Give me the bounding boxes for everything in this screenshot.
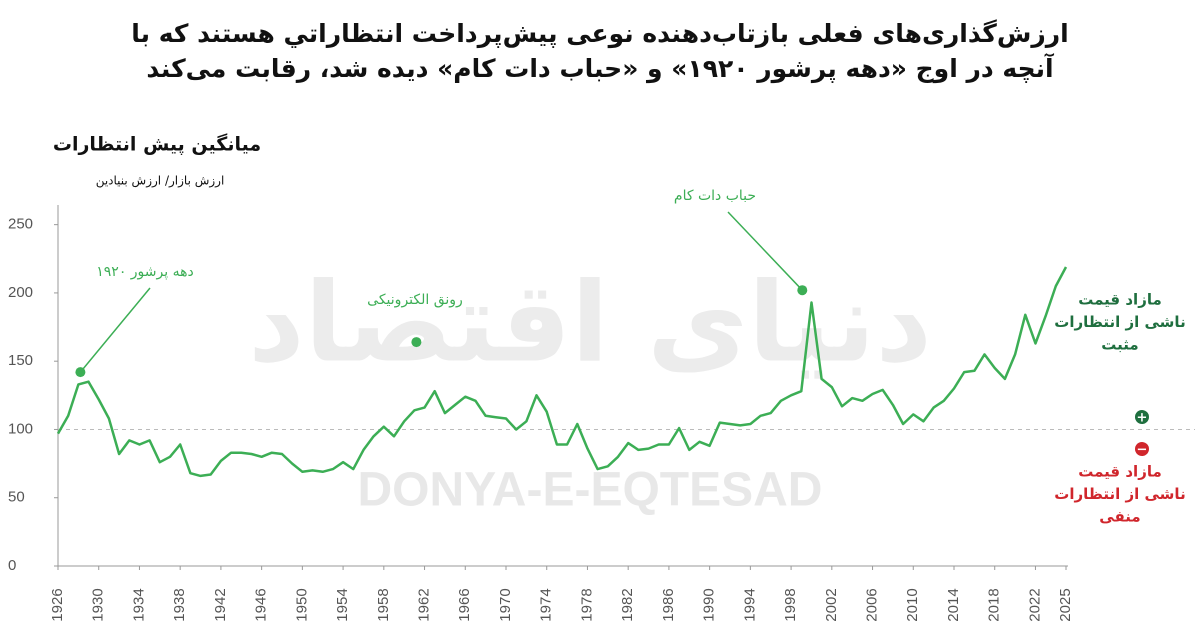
legend-symbol-bg [1135,410,1149,424]
x-tick-label: 1982 [619,588,636,621]
x-tick-label: 1926 [49,588,66,621]
x-tick-label: 1974 [538,588,555,621]
chart-title: آنچه در اوج «دهه پرشور ۱۹۲۰» و «حباب دات… [146,53,1055,84]
y-axis-label: ارزش بازار/ ارزش بنیادین [96,174,225,189]
x-tick-label: 2014 [945,588,962,621]
x-tick-label: 2010 [904,588,921,621]
x-tick-label: 1986 [660,588,677,621]
x-tick-label: 1950 [293,588,310,621]
watermark: DONYA-E-EQTESAD [358,464,823,517]
data-line [56,266,1068,478]
x-tick-label: 1942 [212,588,229,621]
x-tick-label: 1978 [578,588,595,621]
annotation-label: دهه پرشور ۱۹۲۰ [96,264,193,280]
x-tick-label: 1962 [416,588,433,621]
x-tick-label: 1966 [456,588,473,621]
annotation-label: حباب دات کام [674,188,756,204]
x-tick-label: 1994 [741,588,758,621]
annotation-dot [411,337,422,348]
x-tick-label: 1946 [253,588,270,621]
y-tick-label: 100 [8,420,33,437]
x-tick-label: 2002 [823,588,840,621]
legend-label: مثبت [1101,336,1138,354]
x-tick-label: 1934 [130,588,147,621]
watermark: دنیای اقتصاد [248,258,932,386]
annotation-leader [727,211,803,291]
annotation-leader [79,287,151,373]
x-tick-label: 1958 [375,588,392,621]
annotation-dot [75,367,86,378]
legend-symbol: − [1137,443,1148,458]
annotation-dot [797,285,808,296]
x-tick-label: 2006 [864,588,881,621]
x-tick-label: 2018 [986,588,1003,621]
x-tick-label: 1954 [334,588,351,621]
x-tick-label: 1990 [701,588,718,621]
legend-symbol-bg [1135,442,1149,456]
y-tick-label: 0 [8,557,16,574]
legend-label: ناشی از انتظارات [1054,485,1185,503]
x-tick-label: 2025 [1057,588,1074,621]
x-tick-label: 1930 [90,588,107,621]
legend-label: منفی [1099,508,1140,526]
y-tick-label: 150 [8,352,33,369]
legend-symbol: + [1137,411,1148,426]
chart-title: ارزش‌گذاری‌های فعلی بازتاب‌دهنده نوعی پی… [131,19,1068,49]
y-tick-label: 50 [8,489,25,506]
x-tick-label: 2022 [1026,588,1043,621]
x-tick-label: 1938 [171,588,188,621]
legend-label: مازاد قیمت [1078,291,1162,309]
y-tick-label: 250 [8,216,33,233]
annotation-label: رونق الکترونیکی [367,292,463,308]
chart-subtitle: میانگین پیش انتظارات [53,133,261,156]
legend-label: ناشی از انتظارات [1054,313,1185,331]
x-tick-label: 1970 [497,588,514,621]
x-tick-label: 1998 [782,588,799,621]
legend-label: مازاد قیمت [1078,463,1162,481]
y-tick-label: 200 [8,284,33,301]
